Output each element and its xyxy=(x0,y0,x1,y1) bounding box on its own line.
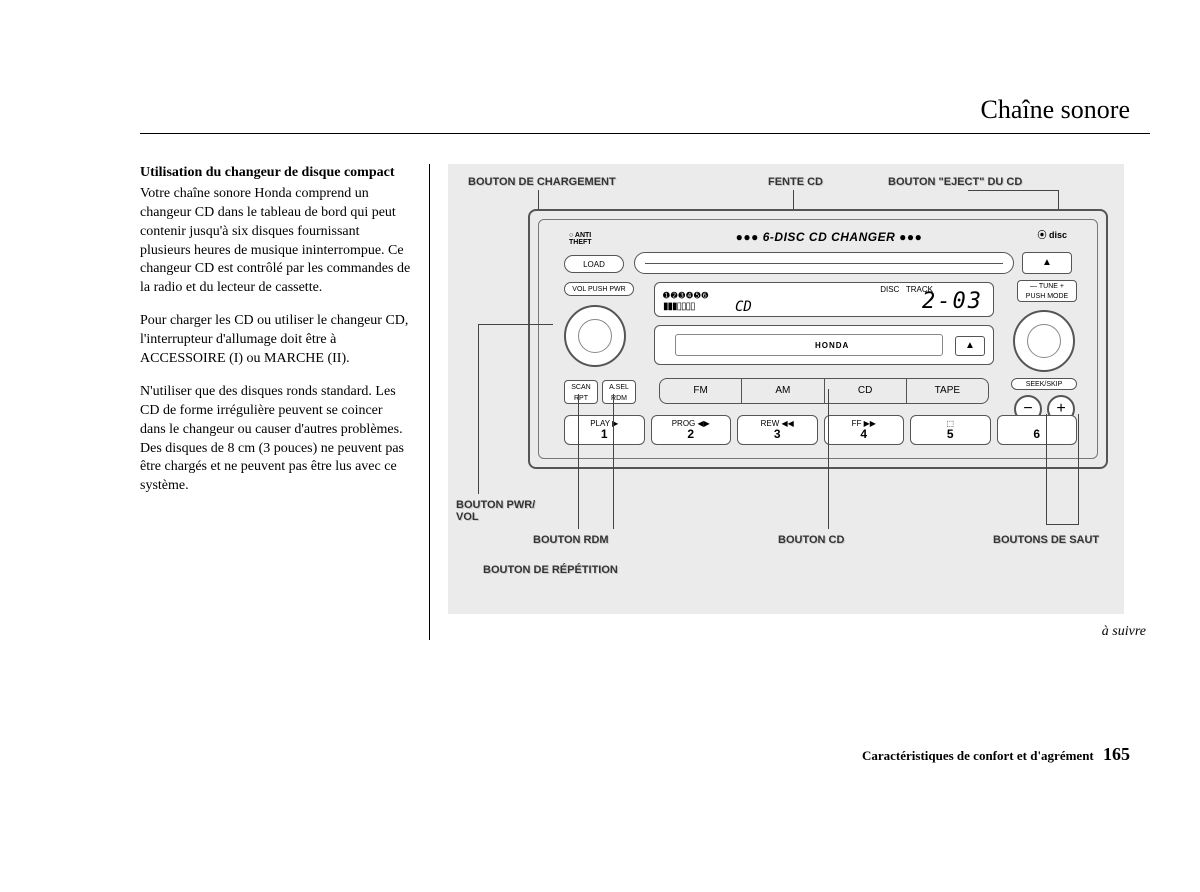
fm-button[interactable]: FM xyxy=(660,379,742,403)
continue-label: à suivre xyxy=(448,624,1150,640)
changer-title: ●●● 6-DISC CD CHANGER ●●● xyxy=(659,230,999,244)
mode-indicator: CD xyxy=(735,299,752,315)
page-title: Chaîne sonore xyxy=(140,95,1150,133)
title-rule xyxy=(140,133,1150,134)
leader-skip1 xyxy=(1046,414,1047,524)
leader-skip2 xyxy=(1078,414,1079,524)
page-number: 165 xyxy=(1103,744,1130,764)
track-number: 2-03 xyxy=(922,289,983,314)
section-heading: Utilisation du changeur de disque compac… xyxy=(140,164,411,183)
leader-cd xyxy=(828,389,829,529)
callout-slot: FENTE CD xyxy=(768,176,823,188)
preset-1[interactable]: PLAY ▶1 xyxy=(564,415,645,445)
radio-unit: ANTITHEFT ●●● 6-DISC CD CHANGER ●●● ⦿ di… xyxy=(528,209,1108,469)
paragraph-1: Votre chaîne sonore Honda comprend un ch… xyxy=(140,185,411,298)
preset-5[interactable]: ⬚5 xyxy=(910,415,991,445)
radio-inner: ANTITHEFT ●●● 6-DISC CD CHANGER ●●● ⦿ di… xyxy=(538,219,1098,459)
manual-page: Chaîne sonore Utilisation du changeur de… xyxy=(140,95,1150,640)
cd-button[interactable]: CD xyxy=(825,379,907,403)
preset-3[interactable]: REW ◀◀3 xyxy=(737,415,818,445)
volume-knob[interactable] xyxy=(564,305,626,367)
seek-label: SEEK/SKIP xyxy=(1011,378,1077,390)
callout-rpt: BOUTON DE RÉPÉTITION xyxy=(483,564,618,576)
cassette-eject-button[interactable]: ▲ xyxy=(955,336,985,356)
level-bars: ▮▮▮▯▯▯▯ xyxy=(663,301,695,312)
preset-4[interactable]: FF ▶▶4 xyxy=(824,415,905,445)
leader-rdm xyxy=(613,394,614,529)
leader-eject-h xyxy=(968,190,1058,191)
asel-rdm-button[interactable]: A.SELRDM xyxy=(602,380,636,404)
cd-slot[interactable] xyxy=(634,252,1014,274)
callout-cd: BOUTON CD xyxy=(778,534,844,546)
cassette-brand: HONDA xyxy=(815,341,849,350)
tape-button[interactable]: TAPE xyxy=(907,379,988,403)
tune-knob[interactable] xyxy=(1013,310,1075,372)
anti-theft-label: ANTITHEFT xyxy=(569,232,592,246)
vol-label: VOL PUSH PWR xyxy=(564,282,634,296)
am-button[interactable]: AM xyxy=(742,379,824,403)
tune-button[interactable]: — TUNE +PUSH MODE xyxy=(1017,280,1077,302)
load-button[interactable]: LOAD xyxy=(564,255,624,273)
leader-pwr-h xyxy=(478,324,553,325)
callout-rdm: BOUTON RDM xyxy=(533,534,609,546)
callout-skip: BOUTONS DE SAUT xyxy=(993,534,1099,546)
diagram-box: BOUTON DE CHARGEMENT FENTE CD BOUTON "EJ… xyxy=(448,164,1124,614)
preset-row: PLAY ▶1 PROG ◀▶2 REW ◀◀3 FF ▶▶4 ⬚5 6 xyxy=(564,415,1077,445)
disc-indicators: ➊➋➌➍➎➏ xyxy=(663,291,709,300)
leader-rpt xyxy=(578,394,579,529)
page-footer: Caractéristiques de confort et d'agrémen… xyxy=(862,744,1130,765)
callout-eject: BOUTON "EJECT" DU CD xyxy=(888,176,1022,188)
callout-load: BOUTON DE CHARGEMENT xyxy=(468,176,616,188)
footer-section: Caractéristiques de confort et d'agrémen… xyxy=(862,748,1094,763)
scan-rpt-button[interactable]: SCANRPT xyxy=(564,380,598,404)
lcd-display: ➊➋➌➍➎➏ DISC TRACK 2-03 CD ▮▮▮▯▯▯▯ xyxy=(654,282,994,317)
cassette-slot[interactable]: HONDA ▲ xyxy=(654,325,994,365)
band-row: FM AM CD TAPE xyxy=(659,378,989,404)
diagram-column: BOUTON DE CHARGEMENT FENTE CD BOUTON "EJ… xyxy=(430,164,1150,640)
paragraph-3: N'utiliser que des disques ronds standar… xyxy=(140,383,411,496)
paragraph-2: Pour charger les CD ou utiliser le chang… xyxy=(140,312,411,369)
content-row: Utilisation du changeur de disque compac… xyxy=(140,164,1150,640)
cd-logo-icon: ⦿ disc xyxy=(1037,228,1067,241)
leader-skip-join xyxy=(1046,524,1079,525)
text-column: Utilisation du changeur de disque compac… xyxy=(140,164,430,640)
eject-button[interactable]: ▲ xyxy=(1022,252,1072,274)
preset-6[interactable]: 6 xyxy=(997,415,1078,445)
preset-2[interactable]: PROG ◀▶2 xyxy=(651,415,732,445)
callout-pwr: BOUTON PWR/VOL xyxy=(456,499,535,523)
leader-pwr xyxy=(478,324,479,494)
